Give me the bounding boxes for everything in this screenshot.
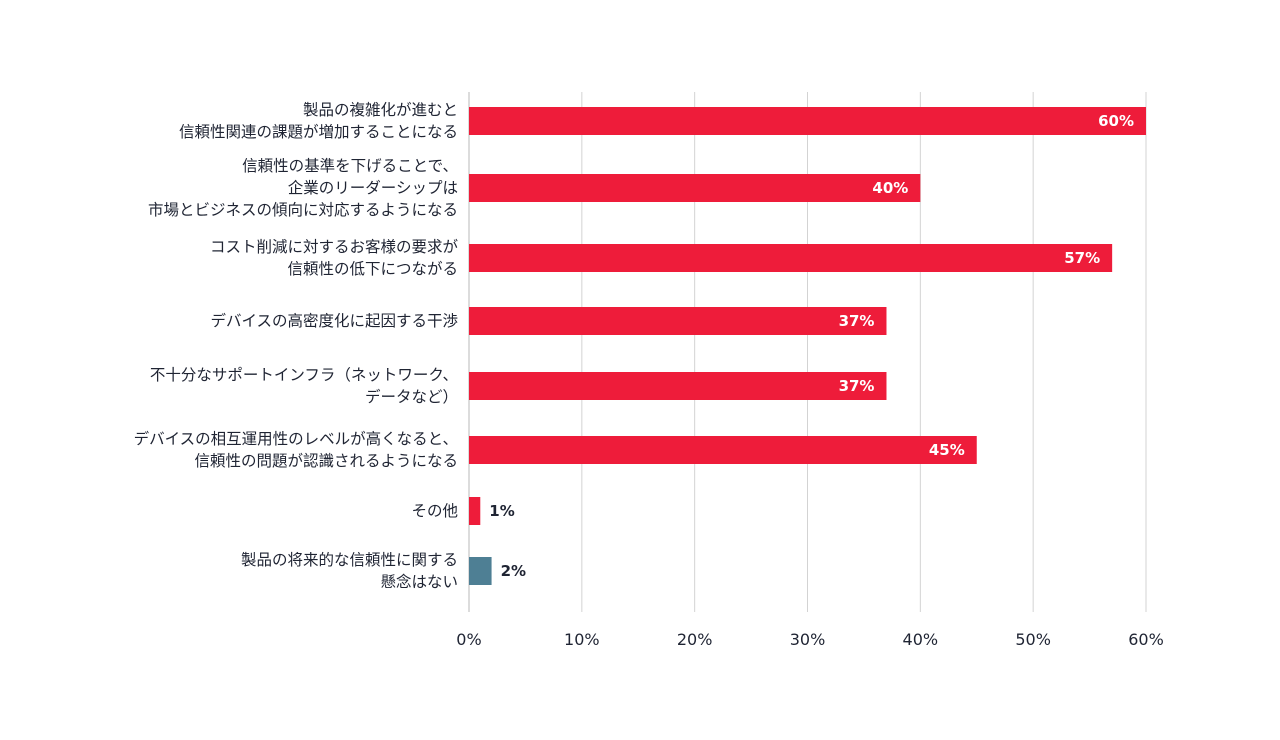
- data-label: 37%: [839, 377, 875, 395]
- category-label: 不十分なサポートインフラ（ネットワーク、: [150, 366, 458, 384]
- data-label: 37%: [839, 312, 875, 330]
- x-tick-label: 0%: [456, 630, 481, 649]
- x-tick-label: 10%: [564, 630, 600, 649]
- category-label: 製品の複雑化が進むと: [303, 101, 458, 119]
- category-label: その他: [411, 502, 458, 520]
- category-label: 信頼性の基準を下げることで、: [242, 157, 458, 175]
- bar: [469, 244, 1113, 272]
- category-label: 懸念はない: [380, 572, 458, 591]
- data-label: 40%: [872, 179, 908, 197]
- x-tick-label: 60%: [1128, 630, 1164, 649]
- bar: [469, 372, 887, 400]
- category-label: 信頼性関連の課題が増加することになる: [179, 123, 458, 141]
- bar: [469, 497, 481, 525]
- category-label: データなど）: [365, 387, 458, 406]
- x-tick-label: 30%: [790, 630, 826, 649]
- data-label: 57%: [1064, 249, 1100, 267]
- data-label: 45%: [929, 441, 965, 459]
- category-label: 信頼性の問題が認識されるようになる: [194, 452, 458, 470]
- bar: [469, 436, 977, 464]
- category-label: コスト削減に対するお客様の要求が: [210, 238, 459, 256]
- bar: [469, 557, 492, 585]
- x-tick-label: 20%: [677, 630, 713, 649]
- x-tick-label: 50%: [1015, 630, 1051, 649]
- data-label: 60%: [1098, 112, 1134, 130]
- category-label: デバイスの高密度化に起因する干渉: [210, 311, 458, 330]
- bar: [469, 307, 887, 335]
- category-label: 市場とビジネスの傾向に対応するようになる: [148, 201, 458, 219]
- data-label: 2%: [501, 562, 526, 580]
- category-label: 企業のリーダーシップは: [288, 179, 458, 197]
- category-label: デバイスの相互運用性のレベルが高くなると、: [134, 429, 458, 448]
- category-label: 信頼性の低下につながる: [287, 260, 458, 278]
- bar: [469, 174, 921, 202]
- category-label: 製品の将来的な信頼性に関する: [241, 551, 458, 569]
- bar: [469, 107, 1146, 135]
- data-label: 1%: [489, 502, 514, 520]
- x-tick-label: 40%: [903, 630, 939, 649]
